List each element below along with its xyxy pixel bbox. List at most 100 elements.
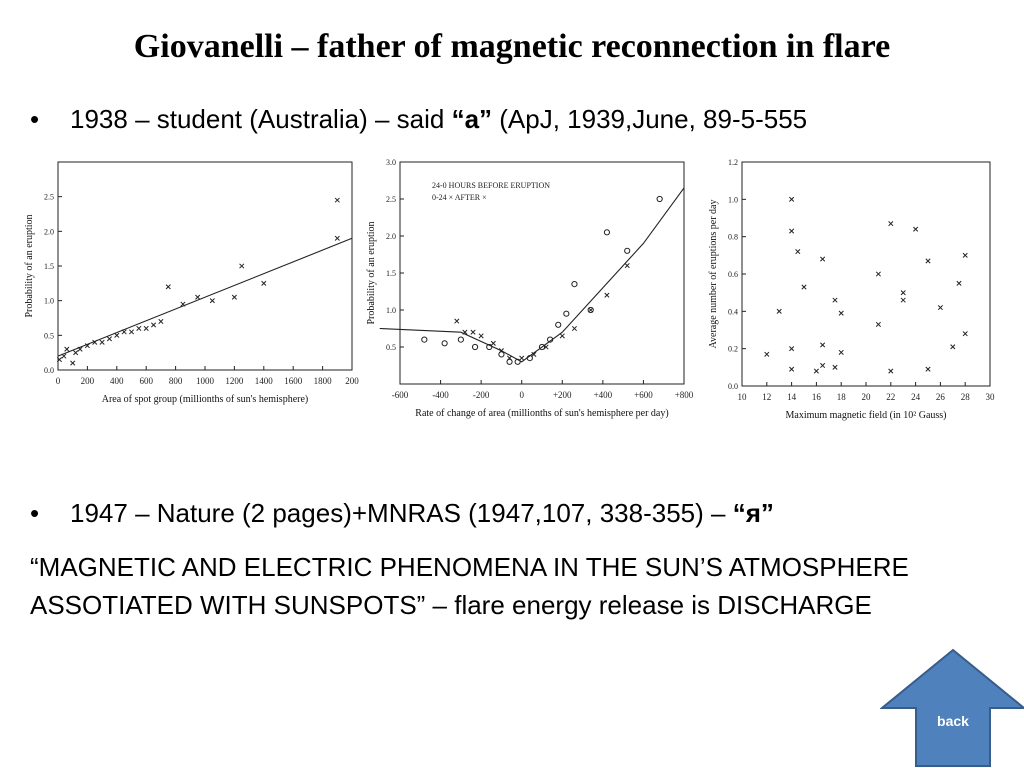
y-axis-label: Probability of an eruption [366,221,377,324]
x-tick-label: -600 [392,390,409,400]
x-tick-label: 28 [961,392,971,402]
x-tick-label: 18 [837,392,847,402]
data-point [143,325,149,331]
x-axis-label: Area of spot group (millionths of sun's … [102,394,309,405]
data-point [514,358,521,365]
y-tick-label: 0.8 [728,233,738,242]
x-tick-label: 200 [345,376,359,386]
data-point [925,366,931,372]
data-point [114,332,120,338]
data-point [962,331,968,337]
data-point [334,197,340,203]
data-point [832,364,838,370]
trend-line [57,237,353,357]
data-point [820,362,826,369]
y-tick-label: 1.5 [44,262,54,271]
x-tick-label: +600 [634,390,653,400]
data-point [838,349,844,355]
y-tick-label: 0.2 [728,345,738,354]
data-point [604,292,610,298]
data-point [506,355,513,361]
bullet-1938: • 1938 – student (Australia) – said “a” (… [30,104,807,135]
y-tick-label: 1.0 [386,306,396,315]
data-point [180,301,186,307]
chart-rate-vs-probability: -600 -400 -200 0 +200 +400 +600 +800 0.5 1.0 1.5 2.… [366,158,694,419]
x-tick-label: 1800 [314,376,333,386]
data-point [165,284,171,290]
bullet-dot: • [30,498,40,528]
trend-line [379,187,685,363]
data-point [776,308,782,314]
data-point [913,226,919,232]
y-tick-label: 2.0 [44,227,54,236]
data-point [559,333,565,339]
data-point [571,325,578,332]
up-arrow-icon[interactable] [880,648,1024,767]
x-tick-label: +200 [553,390,572,400]
data-point [813,368,819,374]
x-tick-label: 0 [56,376,61,386]
data-point [900,290,906,296]
data-point [624,247,631,254]
data-point [820,342,826,348]
data-point [543,344,549,350]
data-point [571,281,578,288]
x-tick-label: 24 [911,392,921,402]
data-point [84,343,90,349]
x-axis-label: Maximum magnetic field (in 10² Gauss) [785,410,946,421]
data-point [900,297,906,303]
y-tick-label: 0.0 [44,366,54,375]
data-point [158,318,164,325]
y-tick-label: 1.0 [44,297,54,306]
x-tick-label: 600 [139,376,153,386]
data-point [838,310,844,316]
data-point [526,355,533,362]
back-arrow-button[interactable] [880,648,1024,768]
y-tick-label: 1.5 [386,269,396,278]
x-tick-label: +800 [675,390,694,400]
data-point [538,343,546,351]
back-button-label[interactable]: back [937,713,969,729]
x-tick-label: 20 [862,392,872,402]
data-point [624,263,630,269]
data-point [470,329,476,335]
data-point [77,346,83,352]
data-point [498,348,504,354]
data-point [925,258,931,264]
data-point [121,329,127,335]
data-point [261,280,267,286]
data-point [656,195,663,203]
slide-title: Giovanelli – father of magnetic reconnec… [133,28,891,65]
data-point [789,196,795,202]
data-point [421,336,428,343]
y-tick-label: 3.0 [386,158,396,167]
data-point [334,235,340,241]
data-point [555,321,562,328]
y-tick-label: 0.5 [44,331,54,340]
data-point [832,297,838,303]
data-point [506,358,513,365]
figures-panel: 0 200 400 600 800 1000 1200 1400 1600 1800 200 0.0 0… [0,150,1024,450]
data-point [789,346,795,352]
y-tick-label: 2.0 [386,232,396,241]
y-tick-label: 0.6 [728,270,738,279]
x-tick-label: 400 [110,376,124,386]
data-point [888,368,894,374]
data-point [136,325,142,331]
paper-title-paragraph: “MAGNETIC AND ELECTRIC PHENOMENA IN THE … [30,552,909,620]
data-point [478,333,484,339]
chart-area-vs-probability: 0 200 400 600 800 1000 1200 1400 1600 1800 200 0.0 0… [24,161,359,405]
data-point [56,357,63,363]
y-tick-label: 0.4 [728,307,738,316]
legend-entry: 24-0 HOURS BEFORE ERUPTION [432,181,550,190]
data-point [462,329,468,335]
data-point [490,340,496,346]
data-point [956,280,962,286]
data-point [950,344,956,350]
y-axis-label: Average number of eruptions per day [708,200,719,349]
data-point [888,221,894,227]
data-point [820,256,826,262]
data-point [795,249,801,255]
data-point [92,339,98,345]
bullet-1938-ref: (ApJ, 1939,June, 89-5-555 [492,104,808,134]
